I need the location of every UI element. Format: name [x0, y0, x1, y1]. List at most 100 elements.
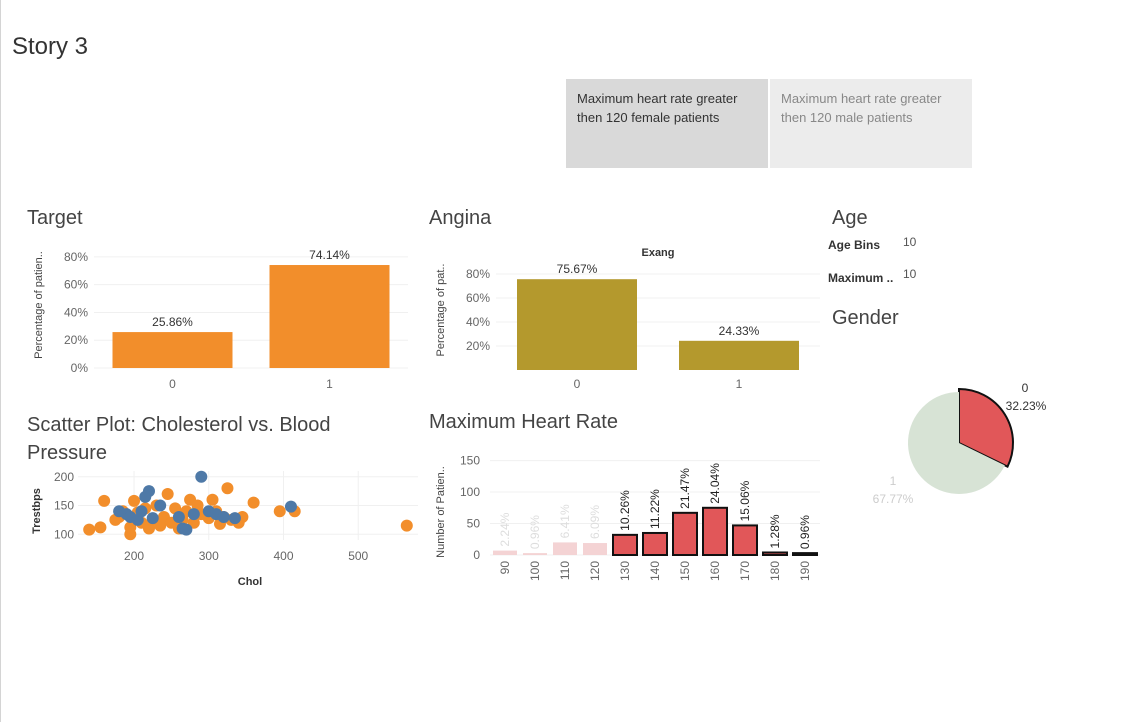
- scatter-point[interactable]: [154, 499, 167, 512]
- mhr-x-tick: 190: [798, 561, 812, 581]
- scatter-point[interactable]: [128, 494, 141, 507]
- mhr-bar[interactable]: [642, 531, 668, 556]
- mhr-bar[interactable]: [523, 553, 547, 555]
- scatter-point[interactable]: [400, 519, 413, 532]
- scatter-point[interactable]: [221, 482, 234, 495]
- scatter-y-tick: 150: [54, 499, 74, 513]
- angina-bar-label: 24.33%: [719, 324, 760, 338]
- scatter-point[interactable]: [206, 493, 219, 506]
- mhr-bar[interactable]: [792, 552, 818, 556]
- maximum-bins-value[interactable]: 10: [903, 267, 917, 281]
- mhr-y-tick: 100: [460, 485, 480, 499]
- mhr-bar[interactable]: [612, 533, 638, 557]
- age-title: Age: [832, 207, 868, 229]
- scatter-point[interactable]: [135, 505, 148, 518]
- mhr-x-tick: 150: [678, 561, 692, 581]
- mhr-x-tick: 170: [738, 561, 752, 581]
- mhr-x-tick: 120: [588, 561, 602, 581]
- mhr-chart[interactable]: Number of Patien.. 150 100 50 0 2.24% 90 0.96…: [430, 440, 825, 595]
- scatter-point[interactable]: [180, 523, 193, 536]
- scatter-chart[interactable]: Trestbps Chol 200 150 100 200 300 400 500: [28, 465, 423, 595]
- mhr-bar[interactable]: [762, 551, 788, 557]
- gender-slice-label: 32.23%: [1006, 399, 1047, 413]
- mhr-x-tick: 90: [498, 561, 512, 575]
- mhr-y-axis-label: Number of Patien..: [435, 466, 447, 558]
- scatter-x-tick: 500: [348, 549, 368, 563]
- mhr-x-tick: 140: [648, 561, 662, 581]
- angina-title: Angina: [429, 207, 492, 229]
- angina-bar-label: 75.67%: [557, 262, 598, 276]
- scatter-point[interactable]: [247, 496, 260, 509]
- target-y-tick: 80%: [64, 250, 88, 264]
- mhr-bar[interactable]: [672, 511, 698, 557]
- age-bins-label: Age Bins: [828, 238, 881, 252]
- angina-y-tick: 20%: [466, 339, 490, 353]
- scatter-point[interactable]: [172, 511, 185, 523]
- scatter-point[interactable]: [83, 523, 96, 536]
- target-x-tick: 1: [326, 377, 333, 391]
- mhr-bar-label: 2.24%: [498, 512, 512, 546]
- mhr-x-tick: 100: [528, 561, 542, 581]
- mhr-bar-label: 6.41%: [558, 504, 572, 538]
- target-bar[interactable]: [112, 332, 233, 368]
- target-x-tick: 0: [169, 377, 176, 391]
- gender-slice[interactable]: [958, 387, 1014, 469]
- mhr-bar-label: 24.04%: [708, 463, 722, 504]
- story-title: Story 3: [12, 33, 89, 60]
- mhr-bar[interactable]: [702, 506, 728, 557]
- angina-bar[interactable]: [517, 279, 637, 370]
- target-y-tick: 60%: [64, 278, 88, 292]
- angina-y-tick: 80%: [466, 267, 490, 281]
- target-y-tick: 40%: [64, 305, 88, 319]
- age-bins-value[interactable]: 10: [903, 235, 917, 249]
- scatter-y-tick: 200: [54, 470, 74, 484]
- target-bar[interactable]: [269, 265, 390, 368]
- mhr-title: Maximum Heart Rate: [429, 411, 618, 433]
- angina-x-tick: 1: [736, 377, 743, 391]
- scatter-x-axis-label: Chol: [238, 576, 262, 588]
- angina-y-axis-label: Percentage of pat..: [435, 264, 447, 357]
- mhr-bar[interactable]: [493, 550, 517, 555]
- scatter-x-tick: 300: [199, 549, 219, 563]
- target-chart[interactable]: Percentage of patien.. 80% 60% 40% 20% 0% 25…: [28, 235, 423, 395]
- scatter-point[interactable]: [195, 470, 208, 483]
- target-y-tick: 20%: [64, 333, 88, 347]
- scatter-point[interactable]: [161, 488, 174, 500]
- target-y-tick: 0%: [71, 361, 89, 375]
- mhr-y-tick: 50: [467, 517, 481, 531]
- maximum-bins-label: Maximum ..: [828, 271, 894, 285]
- scatter-title: Scatter Plot: Cholesterol vs. Blood Pres…: [27, 411, 330, 467]
- target-title: Target: [27, 207, 83, 229]
- scatter-point[interactable]: [187, 508, 200, 521]
- gender-title: Gender: [832, 307, 899, 329]
- scatter-point[interactable]: [273, 505, 286, 518]
- mhr-y-tick: 150: [460, 454, 480, 468]
- angina-bar[interactable]: [679, 340, 799, 370]
- mhr-bar[interactable]: [583, 543, 607, 555]
- mhr-bar-label: 0.96%: [798, 515, 812, 549]
- gender-slice[interactable]: [908, 392, 1005, 494]
- scatter-point[interactable]: [284, 500, 297, 513]
- mhr-bar-label: 1.28%: [768, 514, 782, 548]
- angina-header: Exang: [641, 247, 674, 259]
- scatter-point[interactable]: [217, 511, 230, 523]
- scatter-point[interactable]: [142, 485, 155, 498]
- mhr-bar[interactable]: [553, 542, 577, 555]
- story-point-male[interactable]: Maximum heart rate greater then 120 male…: [770, 79, 972, 168]
- scatter-y-axis-label: Trestbps: [31, 488, 43, 534]
- scatter-point[interactable]: [94, 521, 107, 534]
- gender-pie-chart[interactable]: 0 32.23% 1 67.77%: [850, 370, 1070, 510]
- story-point-female[interactable]: Maximum heart rate greater then 120 fema…: [566, 79, 768, 168]
- mhr-bar[interactable]: [732, 524, 758, 557]
- scatter-point[interactable]: [228, 512, 241, 525]
- mhr-x-tick: 110: [558, 561, 572, 580]
- angina-chart[interactable]: Exang Percentage of pat.. 80% 60% 40% 20% 7…: [430, 240, 825, 395]
- left-border: [0, 0, 1, 722]
- gender-slice-label: 67.77%: [873, 492, 914, 506]
- scatter-point[interactable]: [98, 494, 111, 507]
- angina-y-tick: 40%: [466, 315, 490, 329]
- mhr-x-tick: 180: [768, 561, 782, 581]
- gender-slice-name: 1: [890, 474, 897, 488]
- scatter-title-line2: Pressure: [27, 442, 108, 464]
- scatter-point[interactable]: [146, 512, 159, 525]
